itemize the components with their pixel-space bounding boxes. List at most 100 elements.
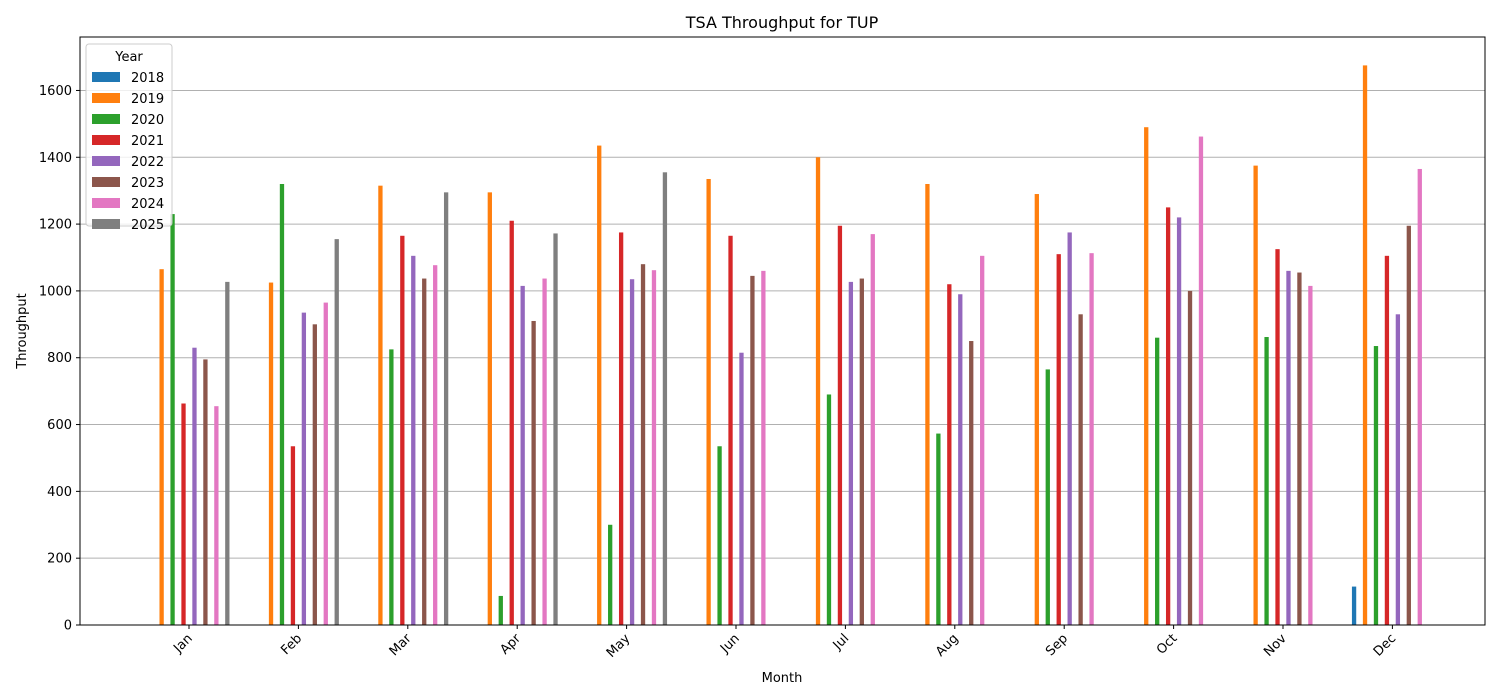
legend-label-2022: 2022	[131, 155, 164, 170]
bar-2022-sep	[1067, 232, 1072, 625]
x-tick-label: Apr	[498, 631, 525, 658]
bar-2021-may	[618, 232, 624, 625]
bar-2025-may	[662, 172, 668, 625]
plot-frame	[79, 36, 1486, 626]
bar-2021-jan	[181, 403, 186, 625]
bar-2020-jun	[717, 446, 722, 625]
bar-2019-jan	[159, 269, 164, 625]
bar-2023-jun	[750, 275, 755, 625]
legend-label-2024: 2024	[131, 197, 164, 212]
bar-2022-oct	[1176, 217, 1182, 625]
bar-2020-dec	[1373, 346, 1379, 625]
bar-2024-oct	[1198, 136, 1204, 626]
gridlines	[80, 89, 1485, 626]
bar-2022-aug	[958, 294, 963, 625]
bar-2021-nov	[1275, 249, 1280, 626]
y-tick-label: 1600	[39, 84, 72, 99]
legend-title: Year	[114, 50, 143, 65]
x-tick-label: Mar	[387, 631, 415, 659]
legend-label-2019: 2019	[131, 92, 164, 107]
bar-2018-dec	[1351, 586, 1357, 625]
bar-2023-dec	[1406, 225, 1411, 626]
x-tick-label: Feb	[278, 631, 305, 658]
bar-2023-sep	[1078, 314, 1083, 625]
bar-2019-may	[597, 145, 602, 626]
legend-label-2021: 2021	[131, 134, 164, 149]
y-tick-label: 600	[47, 418, 72, 433]
bar-2021-jul	[837, 225, 843, 626]
bar-2024-jul	[870, 234, 875, 625]
bar-2019-jun	[706, 178, 711, 625]
bar-2019-mar	[378, 185, 383, 625]
x-tick-label: Dec	[1371, 631, 1399, 659]
bars	[159, 65, 1422, 626]
legend: Year 2018 2019 2020 2021 2022 2023 2024 2025	[85, 43, 173, 233]
bar-2019-apr	[487, 192, 492, 625]
bar-2022-may	[629, 279, 635, 625]
bar-2019-jul	[815, 157, 821, 626]
bar-2022-jul	[848, 281, 854, 625]
bar-2022-mar	[411, 255, 416, 626]
bar-2024-sep	[1089, 253, 1094, 626]
bar-2023-oct	[1187, 290, 1193, 625]
bar-2019-oct	[1144, 127, 1149, 626]
bar-2020-oct	[1155, 337, 1160, 625]
x-tick-label: Jul	[830, 631, 852, 653]
bar-2021-sep	[1056, 254, 1061, 625]
bar-2021-mar	[400, 235, 405, 625]
bar-2025-jan	[225, 281, 230, 625]
legend-label-2025: 2025	[131, 218, 164, 233]
y-axis-ticks: 0 200 400 600 800 1000 1200 1400 1600	[39, 84, 80, 634]
bar-2019-sep	[1034, 194, 1039, 626]
bar-2023-nov	[1297, 272, 1302, 625]
x-tick-label: Oct	[1154, 631, 1181, 658]
x-tick-label: May	[604, 631, 634, 661]
legend-swatch-2018	[92, 72, 120, 82]
bar-2024-may	[651, 270, 657, 625]
bar-2023-feb	[312, 324, 317, 625]
legend-swatch-2019	[92, 93, 120, 103]
x-tick-label: Jan	[170, 631, 195, 656]
bar-2021-jun	[728, 235, 733, 625]
bar-2023-mar	[422, 278, 427, 625]
y-tick-label: 0	[64, 619, 72, 634]
bar-2019-aug	[925, 184, 930, 625]
y-tick-label: 1000	[39, 284, 72, 299]
bar-2021-oct	[1165, 207, 1171, 626]
bar-2022-apr	[520, 285, 525, 625]
bar-2025-feb	[334, 239, 339, 625]
bar-2024-apr	[542, 278, 547, 625]
bar-2022-nov	[1286, 270, 1291, 625]
y-tick-label: 200	[47, 552, 72, 567]
bar-2024-jun	[761, 270, 766, 625]
bar-2025-apr	[553, 233, 558, 626]
x-tick-label: Sep	[1043, 631, 1071, 659]
bar-2020-apr	[498, 595, 503, 625]
x-tick-label: Jun	[717, 631, 743, 657]
bar-2024-mar	[433, 265, 438, 625]
bar-2020-may	[608, 524, 613, 625]
bar-2023-may	[640, 264, 646, 625]
y-tick-label: 1400	[39, 151, 72, 166]
bar-2025-mar	[443, 192, 449, 625]
x-tick-label: Aug	[933, 631, 962, 660]
x-axis-label: Month	[762, 671, 803, 686]
x-axis-ticks: Jan Feb Mar Apr May Jun Jul Aug Sep Oct Nov Dec	[170, 625, 1399, 661]
legend-swatch-2022	[92, 156, 120, 166]
legend-swatch-2023	[92, 177, 120, 187]
bar-2023-apr	[531, 320, 536, 625]
bar-2021-dec	[1384, 255, 1390, 626]
bar-2019-feb	[268, 282, 274, 625]
bar-2024-jan	[214, 406, 219, 625]
y-tick-label: 400	[47, 485, 72, 500]
bar-2021-feb	[290, 446, 296, 625]
legend-swatch-2025	[92, 219, 120, 229]
legend-label-2020: 2020	[131, 113, 164, 128]
legend-swatch-2020	[92, 114, 120, 124]
bar-2020-sep	[1045, 369, 1050, 625]
x-tick-label: Nov	[1261, 631, 1290, 660]
bar-2023-jul	[859, 278, 864, 625]
bar-2024-feb	[323, 302, 328, 625]
bar-2023-jan	[203, 359, 208, 625]
